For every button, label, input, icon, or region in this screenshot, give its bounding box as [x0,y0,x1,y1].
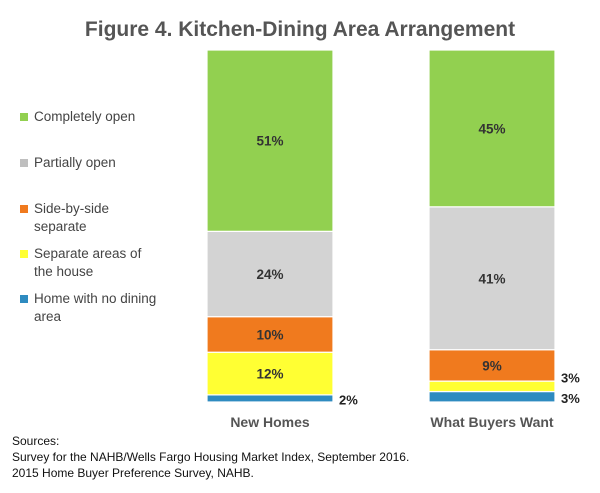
bar-segment [428,380,556,393]
data-label: 12% [256,367,283,382]
data-label: 10% [256,327,283,342]
legend-label: Side-by-side separate [34,201,110,234]
bar-segment [428,390,556,403]
legend-item: Completely open [20,108,210,126]
x-tick-label: New Homes [230,414,310,430]
legend-swatch [20,159,28,167]
legend-item: Home with no dining area [20,290,210,326]
data-label: 9% [482,358,502,373]
bar-segment [428,206,556,351]
data-label: 3% [561,370,580,385]
sources-heading: Sources: [12,434,60,448]
legend-swatch [20,250,28,258]
sources-line-2: 2015 Home Buyer Preference Survey, NAHB. [12,466,254,480]
legend-swatch [20,113,28,121]
legend-item: Side-by-side separate [20,200,210,236]
data-label: 2% [339,392,358,407]
data-label: 24% [256,267,283,282]
bar-segment [206,49,334,232]
bar-segment [206,351,334,396]
x-tick-label: What Buyers Want [430,414,553,430]
sources-note: Sources: Survey for the NAHB/Wells Fargo… [12,433,409,481]
legend-label: Partially open [34,155,116,170]
sources-line-1: Survey for the NAHB/Wells Fargo Housing … [12,450,410,464]
legend-label: Home with no dining area [34,291,157,324]
legend-label: Separate areas of the house [34,246,142,279]
legend-swatch [20,295,28,303]
legend-swatch [20,205,28,213]
data-label: 41% [478,271,505,286]
legend-item: Separate areas of the house [20,245,210,281]
bar-segment [428,49,556,208]
data-label: 3% [561,391,580,406]
bar-segment [206,230,334,318]
data-label: 51% [256,134,283,149]
data-label: 45% [478,121,505,136]
bar-segment [206,394,334,403]
legend-label: Completely open [34,109,136,124]
legend-item: Partially open [20,154,210,172]
chart-title: Figure 4. Kitchen-Dining Area Arrangemen… [84,18,516,41]
